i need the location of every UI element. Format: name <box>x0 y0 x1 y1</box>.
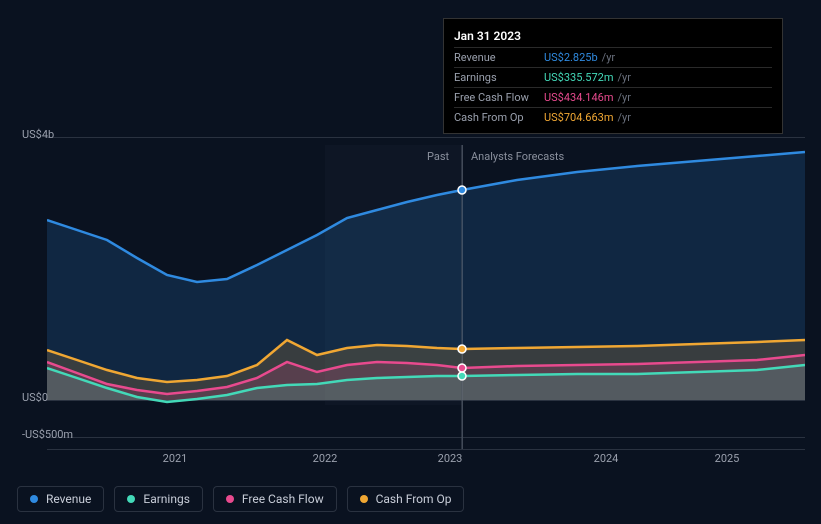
tooltip-row-revenue: RevenueUS$2.825b/yr <box>454 48 772 68</box>
legend-label: Free Cash Flow <box>242 492 324 506</box>
marker-revenue <box>458 186 466 194</box>
tooltip-row-earnings: EarningsUS$335.572m/yr <box>454 68 772 88</box>
chart-svg[interactable] <box>47 127 805 449</box>
tooltip-unit: /yr <box>618 91 631 104</box>
marker-free_cash_flow <box>458 364 466 372</box>
tooltip-key: Revenue <box>454 51 544 64</box>
legend-dot-icon <box>226 495 234 503</box>
legend-item-free_cash_flow[interactable]: Free Cash Flow <box>213 486 337 512</box>
tooltip-value: US$335.572m <box>544 71 614 84</box>
x-label-2022: 2022 <box>313 452 338 465</box>
tooltip-value: US$434.146m <box>544 91 614 104</box>
tooltip-row-free-cash-flow: Free Cash FlowUS$434.146m/yr <box>454 88 772 108</box>
legend-dot-icon <box>360 495 368 503</box>
tooltip-unit: /yr <box>602 51 615 64</box>
legend-dot-icon <box>127 495 135 503</box>
tooltip-unit: /yr <box>618 111 631 124</box>
legend-item-revenue[interactable]: Revenue <box>17 486 104 512</box>
y-label-0: US$0 <box>22 391 48 404</box>
chart-legend: Revenue Earnings Free Cash Flow Cash From O… <box>17 486 464 512</box>
legend-label: Cash From Op <box>376 492 452 506</box>
x-label-2023: 2023 <box>438 452 463 465</box>
legend-item-cash_from_op[interactable]: Cash From Op <box>347 486 465 512</box>
tooltip-value: US$704.663m <box>544 111 614 124</box>
chart-tooltip: Jan 31 2023 RevenueUS$2.825b/yrEarningsU… <box>443 18 783 134</box>
marker-earnings <box>458 372 466 380</box>
x-label-2024: 2024 <box>594 452 619 465</box>
tooltip-value: US$2.825b <box>544 51 598 64</box>
tooltip-date: Jan 31 2023 <box>454 25 772 48</box>
tooltip-key: Free Cash Flow <box>454 91 544 104</box>
tooltip-key: Cash From Op <box>454 111 544 124</box>
gridline-bottom <box>47 449 805 450</box>
marker-cash_from_op <box>458 345 466 353</box>
tooltip-row-cash-from-op: Cash From OpUS$704.663m/yr <box>454 108 772 127</box>
legend-label: Revenue <box>46 492 91 506</box>
tooltip-unit: /yr <box>618 71 631 84</box>
legend-item-earnings[interactable]: Earnings <box>114 486 203 512</box>
legend-label: Earnings <box>143 492 190 506</box>
tooltip-key: Earnings <box>454 71 544 84</box>
x-label-2021: 2021 <box>163 452 188 465</box>
x-label-2025: 2025 <box>715 452 740 465</box>
legend-dot-icon <box>30 495 38 503</box>
